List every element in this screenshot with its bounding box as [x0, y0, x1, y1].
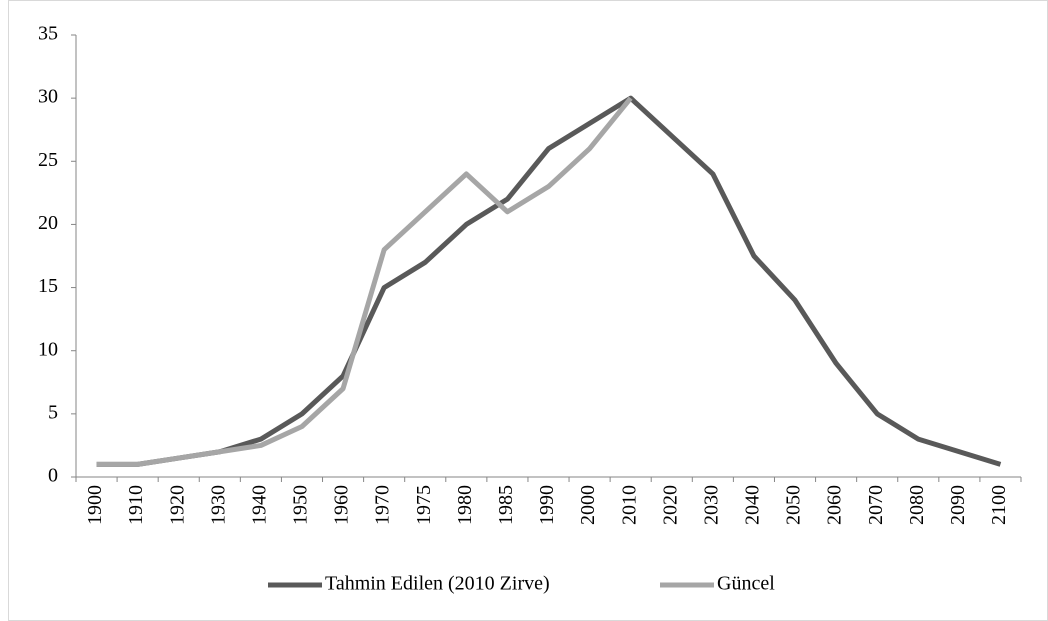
x-tick-label: 2090	[947, 485, 969, 525]
x-tick-label: 2000	[577, 485, 599, 525]
chart-border	[8, 0, 1048, 621]
x-tick-label: 1910	[125, 485, 147, 525]
x-tick-label: 1970	[372, 485, 394, 525]
x-tick-label: 1920	[166, 485, 188, 525]
x-tick-label: 1930	[207, 485, 229, 525]
y-tick-label: 10	[38, 338, 58, 360]
x-tick-label: 1900	[84, 485, 106, 525]
x-tick-label: 2040	[742, 485, 764, 525]
x-tick-label: 2080	[906, 485, 928, 525]
x-tick-label: 1950	[290, 485, 312, 525]
series-line	[96, 95, 1002, 467]
y-tick-label: 5	[48, 401, 58, 423]
y-tick-label: 35	[38, 23, 58, 45]
y-tick-label: 15	[38, 275, 58, 297]
y-tick-label: 0	[48, 465, 58, 487]
x-tick-label: 2100	[988, 485, 1010, 525]
y-tick-label: 25	[38, 149, 58, 171]
series-line	[96, 96, 633, 467]
x-tick-label: 2050	[783, 485, 805, 525]
y-tick-label: 20	[38, 212, 58, 234]
x-tick-label: 2030	[700, 485, 722, 525]
x-tick-label: 1985	[495, 485, 517, 525]
x-tick-label: 2010	[618, 485, 640, 525]
x-tick-label: 2070	[865, 485, 887, 525]
x-tick-label: 1975	[413, 485, 435, 525]
legend-label: Tahmin Edilen (2010 Zirve)	[325, 573, 550, 595]
x-tick-label: 1940	[248, 485, 270, 525]
x-tick-label: 2060	[824, 485, 846, 525]
x-tick-label: 1990	[536, 485, 558, 525]
x-tick-label: 2020	[659, 485, 681, 525]
x-tick-label: 1980	[454, 485, 476, 525]
y-tick-label: 30	[38, 86, 58, 108]
legend-label: Güncel	[717, 573, 775, 595]
x-tick-label: 1960	[331, 485, 353, 525]
